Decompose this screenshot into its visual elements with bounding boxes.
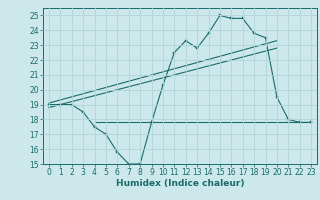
X-axis label: Humidex (Indice chaleur): Humidex (Indice chaleur) [116,179,244,188]
